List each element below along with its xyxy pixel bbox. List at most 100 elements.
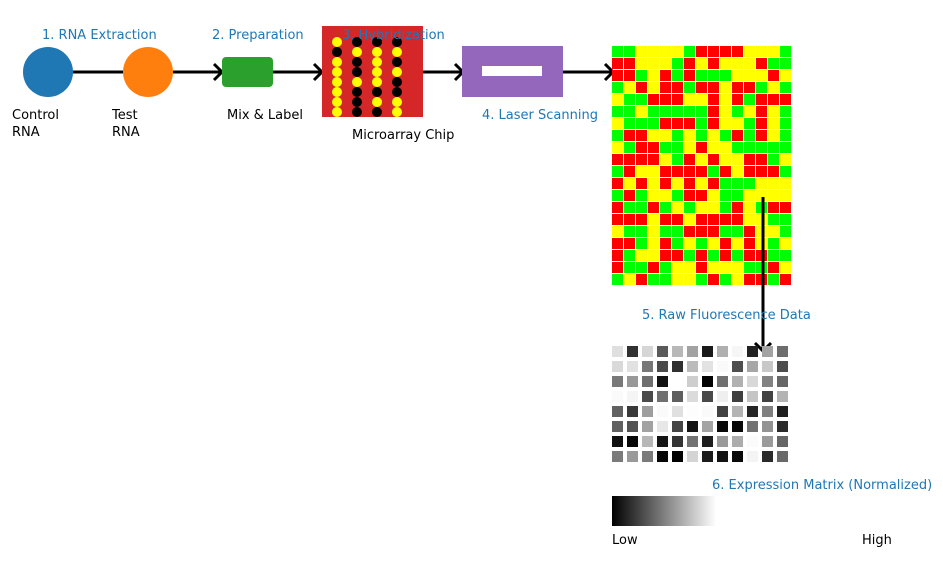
raw-cell bbox=[648, 262, 659, 273]
raw-cell bbox=[648, 190, 659, 201]
chip-spots bbox=[332, 37, 402, 117]
raw-cell bbox=[660, 106, 671, 117]
raw-cell bbox=[708, 274, 719, 285]
expression-cell bbox=[747, 451, 758, 462]
raw-cell bbox=[612, 94, 623, 105]
raw-cell bbox=[720, 154, 731, 165]
control-rna-circle bbox=[23, 47, 73, 97]
raw-cell bbox=[636, 70, 647, 81]
expression-cell bbox=[687, 391, 698, 402]
raw-cell bbox=[696, 94, 707, 105]
raw-cell bbox=[732, 226, 743, 237]
raw-cell bbox=[732, 106, 743, 117]
raw-cell bbox=[732, 262, 743, 273]
expression-cell bbox=[672, 451, 683, 462]
raw-cell bbox=[768, 94, 779, 105]
chip-spot bbox=[372, 107, 382, 117]
chip-spot bbox=[392, 97, 402, 107]
raw-cell bbox=[696, 274, 707, 285]
raw-cell bbox=[732, 190, 743, 201]
raw-cell bbox=[732, 130, 743, 141]
raw-cell bbox=[660, 250, 671, 261]
chip-spot bbox=[332, 57, 342, 67]
raw-cell bbox=[768, 274, 779, 285]
expression-cell bbox=[717, 451, 728, 462]
chip-spot bbox=[352, 37, 362, 47]
raw-cell bbox=[624, 106, 635, 117]
mix-label-box bbox=[222, 57, 273, 87]
raw-cell bbox=[672, 154, 683, 165]
raw-cell bbox=[624, 130, 635, 141]
expression-cell bbox=[717, 376, 728, 387]
expression-cell bbox=[612, 391, 623, 402]
raw-cell bbox=[780, 190, 791, 201]
raw-cell bbox=[684, 202, 695, 213]
expression-cell bbox=[702, 391, 713, 402]
chip-spot bbox=[372, 87, 382, 97]
expression-cell bbox=[777, 406, 788, 417]
raw-cell bbox=[612, 166, 623, 177]
expression-cell bbox=[777, 421, 788, 432]
test-rna-circle bbox=[123, 47, 173, 97]
raw-cell bbox=[684, 226, 695, 237]
raw-cell bbox=[612, 226, 623, 237]
raw-cell bbox=[684, 106, 695, 117]
chip-spot bbox=[372, 67, 382, 77]
expression-cell bbox=[627, 436, 638, 447]
chip-spot bbox=[372, 47, 382, 57]
raw-cell bbox=[672, 130, 683, 141]
raw-cell bbox=[660, 262, 671, 273]
raw-cell bbox=[696, 106, 707, 117]
raw-cell bbox=[624, 142, 635, 153]
chip-spot bbox=[332, 97, 342, 107]
raw-cell bbox=[660, 166, 671, 177]
chip-spot bbox=[352, 67, 362, 77]
raw-cell bbox=[744, 46, 755, 57]
raw-cell bbox=[780, 154, 791, 165]
raw-cell bbox=[720, 202, 731, 213]
raw-cell bbox=[648, 226, 659, 237]
raw-cell bbox=[708, 118, 719, 129]
expression-cell bbox=[687, 376, 698, 387]
raw-cell bbox=[744, 118, 755, 129]
raw-cell bbox=[660, 226, 671, 237]
raw-cell bbox=[720, 118, 731, 129]
chip-spot bbox=[372, 77, 382, 87]
raw-cell bbox=[636, 202, 647, 213]
raw-cell bbox=[612, 58, 623, 69]
expression-cell bbox=[702, 361, 713, 372]
raw-cell bbox=[624, 154, 635, 165]
raw-cell bbox=[648, 166, 659, 177]
expression-cell bbox=[657, 451, 668, 462]
raw-cell bbox=[732, 154, 743, 165]
chip-spot bbox=[352, 47, 362, 57]
expression-cell bbox=[717, 361, 728, 372]
expression-cell bbox=[747, 406, 758, 417]
expression-cell bbox=[762, 391, 773, 402]
raw-cell bbox=[636, 178, 647, 189]
chip-spot bbox=[392, 47, 402, 57]
raw-cell bbox=[624, 262, 635, 273]
raw-cell bbox=[744, 94, 755, 105]
raw-cell bbox=[768, 154, 779, 165]
expression-cell bbox=[732, 346, 743, 357]
raw-cell bbox=[660, 82, 671, 93]
raw-cell bbox=[732, 178, 743, 189]
raw-cell bbox=[672, 226, 683, 237]
chip-spot bbox=[392, 57, 402, 67]
raw-cell bbox=[708, 202, 719, 213]
raw-cell bbox=[612, 202, 623, 213]
step-rna-extraction: 1. RNA Extraction bbox=[42, 28, 157, 43]
raw-cell bbox=[732, 70, 743, 81]
raw-cell bbox=[744, 214, 755, 225]
raw-cell bbox=[624, 274, 635, 285]
raw-cell bbox=[696, 238, 707, 249]
chip-spot bbox=[392, 107, 402, 117]
raw-cell bbox=[780, 274, 791, 285]
raw-cell bbox=[612, 142, 623, 153]
raw-cell bbox=[636, 226, 647, 237]
expression-cell bbox=[687, 361, 698, 372]
raw-cell bbox=[636, 262, 647, 273]
raw-cell bbox=[744, 190, 755, 201]
